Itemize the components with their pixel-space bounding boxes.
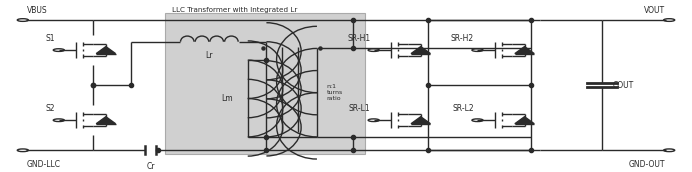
Text: SR-H2: SR-H2 xyxy=(451,34,474,43)
Polygon shape xyxy=(515,47,534,54)
Text: SR-H1: SR-H1 xyxy=(347,34,370,43)
Polygon shape xyxy=(96,117,116,124)
Text: GND-LLC: GND-LLC xyxy=(27,160,61,169)
Polygon shape xyxy=(411,47,430,54)
Text: SR-L2: SR-L2 xyxy=(453,104,474,113)
Text: VBUS: VBUS xyxy=(27,6,48,14)
Polygon shape xyxy=(515,117,534,124)
Text: S2: S2 xyxy=(46,104,55,114)
Text: VOUT: VOUT xyxy=(644,6,665,14)
Text: Cr: Cr xyxy=(147,162,155,171)
Text: GND-OUT: GND-OUT xyxy=(628,160,665,169)
Text: S1: S1 xyxy=(46,34,55,43)
Text: Lm: Lm xyxy=(221,94,233,103)
Text: SR-L1: SR-L1 xyxy=(349,104,370,113)
Polygon shape xyxy=(96,47,116,54)
FancyBboxPatch shape xyxy=(165,13,365,154)
Text: Lr: Lr xyxy=(206,51,213,60)
Text: n:1
turns
ratio: n:1 turns ratio xyxy=(327,84,343,101)
Polygon shape xyxy=(411,117,430,124)
Text: COUT: COUT xyxy=(612,81,634,90)
Text: LLC Transformer with Integrated Lr: LLC Transformer with Integrated Lr xyxy=(172,7,297,13)
